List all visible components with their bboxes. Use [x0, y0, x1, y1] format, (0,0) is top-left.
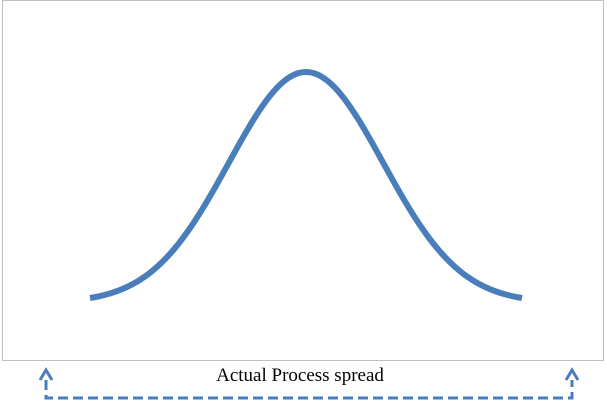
spread-label: Actual Process spread [216, 365, 384, 386]
arrow-up-icon [564, 367, 580, 381]
plot-frame [2, 0, 604, 361]
spread-bracket [38, 367, 580, 400]
bell-curve [89, 69, 523, 301]
spread-dashed-line [44, 380, 574, 400]
arrow-up-icon [38, 367, 54, 381]
